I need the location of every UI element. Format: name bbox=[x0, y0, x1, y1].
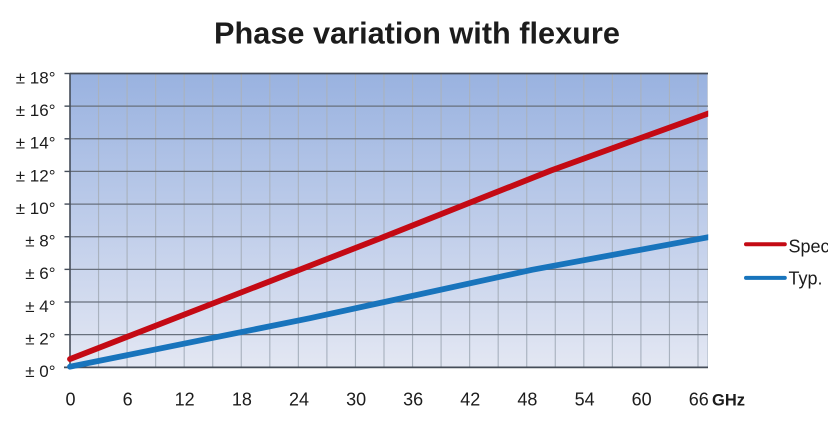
svg-text:± 16°: ± 16° bbox=[16, 101, 56, 120]
svg-text:GHz: GHz bbox=[712, 392, 745, 410]
svg-text:± 2°: ± 2° bbox=[25, 330, 55, 349]
svg-text:Typ.: Typ. bbox=[789, 269, 823, 289]
svg-text:18: 18 bbox=[232, 390, 252, 410]
svg-text:± 4°: ± 4° bbox=[25, 297, 55, 316]
svg-text:24: 24 bbox=[289, 390, 309, 410]
svg-text:± 6°: ± 6° bbox=[25, 264, 55, 283]
svg-text:12: 12 bbox=[175, 390, 195, 410]
svg-text:66: 66 bbox=[689, 390, 709, 410]
svg-text:± 8°: ± 8° bbox=[25, 232, 55, 251]
svg-text:± 10°: ± 10° bbox=[16, 199, 56, 218]
svg-text:30: 30 bbox=[346, 390, 366, 410]
svg-text:60: 60 bbox=[632, 390, 652, 410]
svg-text:Phase variation with flexure: Phase variation with flexure bbox=[214, 15, 620, 50]
svg-text:54: 54 bbox=[575, 390, 595, 410]
svg-text:48: 48 bbox=[517, 390, 537, 410]
svg-text:42: 42 bbox=[460, 390, 480, 410]
svg-text:± 12°: ± 12° bbox=[16, 166, 56, 185]
svg-text:36: 36 bbox=[403, 390, 423, 410]
svg-text:± 14°: ± 14° bbox=[16, 134, 56, 153]
svg-text:Spec.: Spec. bbox=[789, 237, 828, 257]
svg-text:0: 0 bbox=[65, 390, 75, 410]
svg-text:6: 6 bbox=[123, 390, 133, 410]
svg-text:± 18°: ± 18° bbox=[16, 68, 56, 87]
svg-text:± 0°: ± 0° bbox=[25, 362, 55, 381]
